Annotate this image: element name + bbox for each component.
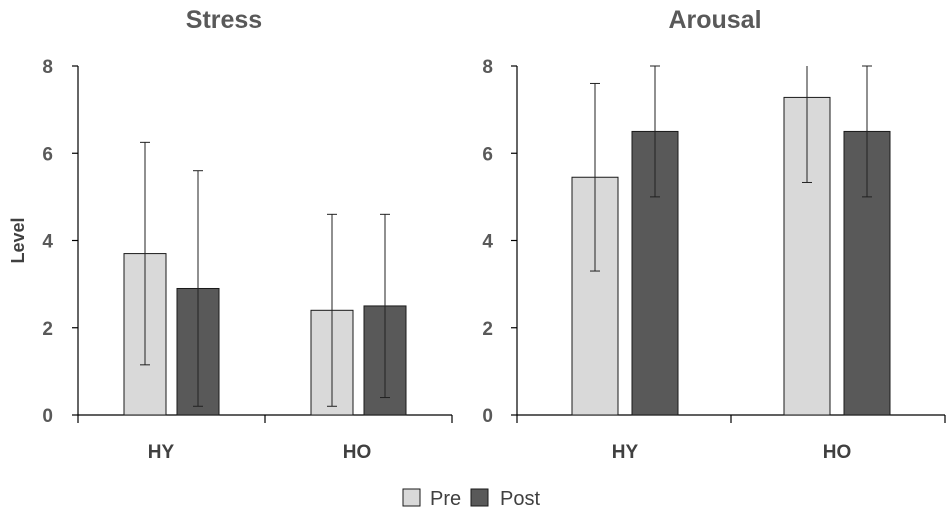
y-tick-label: 0 — [482, 406, 493, 427]
y-tick-label: 6 — [482, 144, 493, 165]
legend-swatch-pre — [402, 488, 421, 507]
legend: Pre Post — [402, 488, 540, 510]
legend-swatch-post — [470, 488, 489, 507]
y-tick-label: 4 — [482, 232, 493, 253]
chart-panel-arousal: Arousal 0 2 4 6 8 HY HO — [482, 6, 946, 463]
legend-label-pre: Pre — [430, 488, 461, 510]
chart-title: Stress — [186, 6, 262, 34]
bar-post-hy — [631, 130, 679, 416]
chart-panel-stress: Stress 0 2 4 6 8 HY HO Level — [8, 6, 453, 463]
x-category-label: HY — [148, 442, 175, 463]
chart-title: Arousal — [668, 6, 761, 34]
x-category-label: HO — [343, 442, 372, 463]
y-tick-label: 2 — [42, 319, 53, 340]
y-axis-title: Level — [8, 217, 28, 263]
legend-label-post: Post — [500, 488, 540, 510]
y-tick-label: 6 — [42, 144, 53, 165]
y-tick-label: 2 — [482, 319, 493, 340]
x-category-label: HO — [823, 442, 852, 463]
y-tick-label: 0 — [42, 406, 53, 427]
x-category-label: HY — [612, 442, 639, 463]
y-tick-label: 4 — [42, 232, 53, 253]
y-tick-label: 8 — [482, 57, 493, 78]
y-tick-label: 8 — [42, 57, 53, 78]
